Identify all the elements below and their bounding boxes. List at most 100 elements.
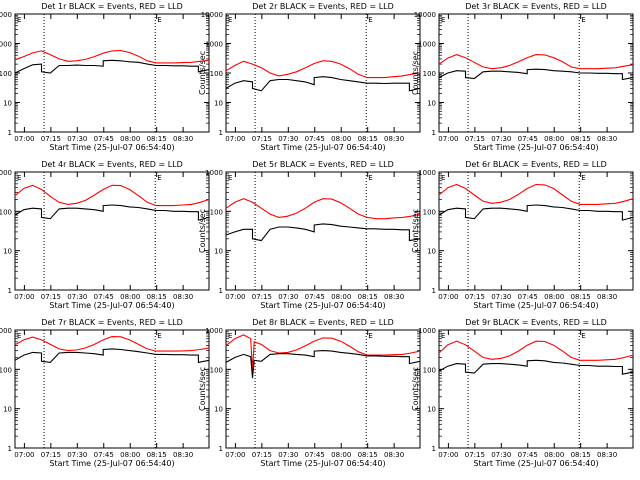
y-tick-label: 1000 xyxy=(205,327,223,335)
x-tick-label: 08:15 xyxy=(571,451,591,459)
y-tick-label: 100 xyxy=(0,70,12,78)
x-tick-label: 07:00 xyxy=(14,451,34,459)
panel-title: Det 2r BLACK = Events, RED = LLD xyxy=(252,2,394,11)
y-tick-label: 1 xyxy=(432,287,436,295)
events-series-line xyxy=(14,204,210,221)
y-tick-label: 1000 xyxy=(205,41,223,49)
x-tick-label: 07:00 xyxy=(438,451,458,459)
x-tick-label: 08:15 xyxy=(571,135,591,143)
x-tick-label: 07:45 xyxy=(305,293,325,301)
x-tick-label: 08:30 xyxy=(384,451,404,459)
events-series-line xyxy=(438,359,634,375)
plot-frame xyxy=(438,171,634,291)
y-tick-label: 100 xyxy=(210,366,223,374)
plot-frame xyxy=(14,171,210,291)
y-tick-label: 1000 xyxy=(418,327,436,335)
x-tick-label: 07:45 xyxy=(518,451,538,459)
x-axis-title: Start Time (25-Jul-07 06:54:40) xyxy=(473,459,599,468)
lld-series-line xyxy=(14,336,210,352)
x-tick-label: 08:30 xyxy=(597,451,617,459)
x-tick-label: 07:15 xyxy=(465,135,485,143)
x-tick-label: 07:30 xyxy=(278,451,298,459)
x-tick-label: 08:30 xyxy=(173,293,193,301)
plot-frame xyxy=(14,329,210,449)
x-tick-label: 07:15 xyxy=(465,451,485,459)
x-axis-title: Start Time (25-Jul-07 06:54:40) xyxy=(473,143,599,152)
x-tick-label: 08:15 xyxy=(147,451,167,459)
x-tick-label: 07:15 xyxy=(252,293,272,301)
x-tick-label: 07:00 xyxy=(225,293,245,301)
x-tick-label: 07:45 xyxy=(94,293,114,301)
lld-series-line xyxy=(438,340,634,361)
y-tick-label: 1 xyxy=(432,129,436,137)
e-marker-left: E xyxy=(228,174,232,182)
x-axis-title: Start Time (25-Jul-07 06:54:40) xyxy=(260,301,386,310)
x-tick-label: 07:00 xyxy=(14,293,34,301)
x-tick-label: 08:30 xyxy=(384,293,404,301)
x-tick-label: 07:00 xyxy=(225,135,245,143)
events-series-line xyxy=(438,204,634,221)
x-tick-label: 08:00 xyxy=(120,451,140,459)
x-tick-label: 07:30 xyxy=(491,293,511,301)
x-tick-label: 08:00 xyxy=(331,451,351,459)
x-tick-label: 08:30 xyxy=(173,451,193,459)
y-tick-label: 10 xyxy=(3,406,12,414)
panel-title: Det 1r BLACK = Events, RED = LLD xyxy=(41,2,183,11)
y-tick-label: 1000 xyxy=(418,169,436,177)
x-tick-label: 07:45 xyxy=(518,293,538,301)
x-tick-label: 08:15 xyxy=(571,293,591,301)
x-tick-label: 07:15 xyxy=(41,135,61,143)
e-marker-right: E xyxy=(157,174,161,182)
y-tick-label: 100 xyxy=(423,208,436,216)
x-tick-label: 07:30 xyxy=(67,451,87,459)
events-series-line xyxy=(225,223,421,242)
x-axis-title: Start Time (25-Jul-07 06:54:40) xyxy=(49,301,175,310)
y-tick-label: 100 xyxy=(210,208,223,216)
x-tick-label: 07:15 xyxy=(41,451,61,459)
x-tick-label: 08:00 xyxy=(544,451,564,459)
e-marker-left: E xyxy=(228,332,232,340)
x-tick-label: 08:00 xyxy=(544,135,564,143)
y-tick-label: 10000 xyxy=(414,11,436,19)
e-marker-right: E xyxy=(157,16,161,24)
x-tick-label: 07:00 xyxy=(438,135,458,143)
e-marker-right: E xyxy=(368,16,372,24)
events-series-line xyxy=(225,76,421,92)
panel-title: Det 6r BLACK = Events, RED = LLD xyxy=(465,160,607,169)
y-tick-label: 1 xyxy=(8,287,12,295)
x-tick-label: 08:30 xyxy=(597,135,617,143)
x-tick-label: 08:15 xyxy=(147,135,167,143)
y-tick-label: 10000 xyxy=(201,11,223,19)
y-tick-label: 100 xyxy=(0,208,12,216)
lld-series-line xyxy=(438,54,634,70)
plot-frame xyxy=(225,171,421,291)
x-tick-label: 07:45 xyxy=(518,135,538,143)
y-tick-label: 10 xyxy=(214,248,223,256)
panel-title: Det 5r BLACK = Events, RED = LLD xyxy=(252,160,394,169)
plot-frame xyxy=(225,329,421,449)
y-tick-label: 1000 xyxy=(205,169,223,177)
e-marker-left: E xyxy=(17,16,21,24)
x-tick-label: 07:45 xyxy=(305,451,325,459)
x-axis-title: Start Time (25-Jul-07 06:54:40) xyxy=(49,143,175,152)
x-tick-label: 07:30 xyxy=(67,135,87,143)
events-series-line xyxy=(438,68,634,81)
y-tick-label: 10000 xyxy=(0,11,12,19)
x-tick-label: 08:00 xyxy=(544,293,564,301)
y-tick-label: 1 xyxy=(219,445,223,453)
y-tick-label: 10 xyxy=(3,100,12,108)
x-tick-label: 07:30 xyxy=(67,293,87,301)
e-marker-right: E xyxy=(368,174,372,182)
x-tick-label: 07:30 xyxy=(278,135,298,143)
x-axis-title: Start Time (25-Jul-07 06:54:40) xyxy=(260,459,386,468)
x-tick-label: 07:45 xyxy=(94,135,114,143)
e-marker-right: E xyxy=(368,332,372,340)
x-tick-label: 07:45 xyxy=(305,135,325,143)
x-tick-label: 07:15 xyxy=(465,293,485,301)
e-marker-right: E xyxy=(581,332,585,340)
panel-title: Det 4r BLACK = Events, RED = LLD xyxy=(41,160,183,169)
